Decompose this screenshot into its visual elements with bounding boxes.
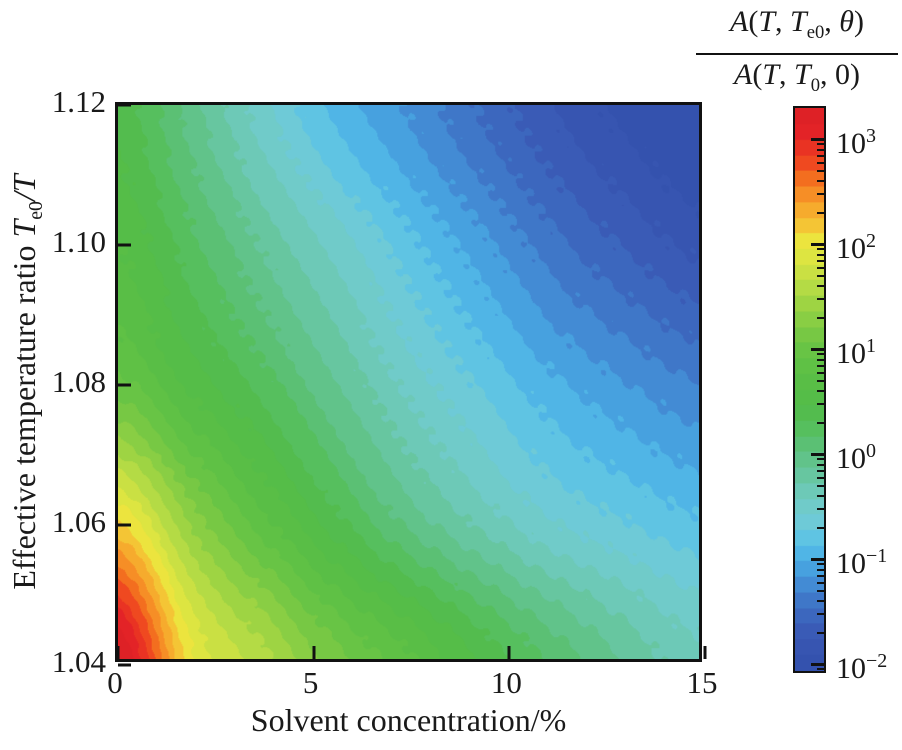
- fraction-bar: [696, 53, 898, 55]
- colorbar-tick-label: 101: [836, 334, 876, 370]
- colorbar-minor-tick: [817, 613, 824, 616]
- colorbar-minor-tick: [817, 285, 824, 288]
- x-axis-tick-label: 5: [302, 665, 319, 700]
- colorbar-major-tick: [811, 348, 824, 351]
- colorbar-tick-label: 10−1: [836, 544, 888, 580]
- colorbar-minor-tick: [817, 600, 824, 603]
- colorbar-tick-label: 10−2: [836, 649, 888, 685]
- colorbar-minor-tick: [817, 253, 824, 256]
- colorbar-title-numerator: A(T, Te0, θ): [729, 5, 864, 43]
- colorbar-minor-tick: [817, 358, 824, 361]
- colorbar-major-tick: [811, 243, 824, 246]
- y-axis-tick-label: 1.08: [51, 364, 106, 399]
- colorbar-minor-tick: [817, 170, 824, 173]
- colorbar-gradient-canvas: [795, 108, 824, 671]
- colorbar-minor-tick: [817, 568, 824, 571]
- colorbar-minor-tick: [817, 353, 824, 356]
- colorbar-minor-tick: [817, 590, 824, 593]
- colorbar-minor-tick: [817, 248, 824, 251]
- colorbar-minor-tick: [817, 458, 824, 461]
- colorbar: [793, 106, 826, 673]
- colorbar-minor-tick: [817, 211, 824, 214]
- colorbar-tick-label: 102: [836, 229, 876, 265]
- contour-heatmap-canvas: [118, 105, 699, 659]
- colorbar-minor-tick: [817, 380, 824, 383]
- colorbar-major-tick: [811, 138, 824, 141]
- colorbar-minor-tick: [817, 485, 824, 488]
- colorbar-minor-tick: [817, 266, 824, 269]
- colorbar-minor-tick: [817, 469, 824, 472]
- y-axis-tick: [118, 243, 131, 247]
- colorbar-minor-tick: [817, 574, 824, 577]
- colorbar-major-tick: [811, 663, 824, 666]
- y-axis-tick-label: 1.04: [51, 644, 106, 679]
- x-axis-tick-label: 10: [490, 665, 522, 700]
- colorbar-minor-tick: [817, 508, 824, 511]
- colorbar-title-denominator: A(T, T0, 0): [734, 58, 860, 96]
- colorbar-minor-tick: [817, 390, 824, 393]
- x-axis-label: Solvent concentration/%: [250, 702, 567, 738]
- colorbar-minor-tick: [817, 193, 824, 196]
- colorbar-tick-label: 103: [836, 124, 876, 160]
- contour-plot-area: [115, 102, 707, 667]
- colorbar-minor-tick: [817, 148, 824, 151]
- y-axis-tick: [118, 103, 131, 107]
- colorbar-minor-tick: [817, 180, 824, 183]
- x-axis-tick-label: 15: [686, 665, 718, 700]
- colorbar-minor-tick: [817, 259, 824, 262]
- colorbar-minor-tick: [817, 526, 824, 529]
- colorbar-title: A(T, Te0, θ) A(T, T0, 0): [694, 4, 900, 104]
- colorbar-minor-tick: [817, 161, 824, 164]
- x-axis-tick: [116, 646, 120, 659]
- colorbar-minor-tick: [817, 421, 824, 424]
- x-axis-tick-label: 0: [107, 665, 123, 700]
- colorbar-minor-tick: [817, 463, 824, 466]
- colorbar-minor-tick: [817, 581, 824, 584]
- colorbar-minor-tick: [817, 143, 824, 146]
- colorbar-minor-tick: [817, 298, 824, 301]
- colorbar-minor-tick: [817, 631, 824, 634]
- colorbar-tick-label: 100: [836, 439, 876, 475]
- colorbar-minor-tick: [817, 563, 824, 566]
- y-axis-tick-label: 1.12: [51, 84, 106, 119]
- colorbar-major-tick: [811, 558, 824, 561]
- colorbar-minor-tick: [817, 316, 824, 319]
- y-axis-tick: [118, 663, 131, 667]
- y-axis-tick-label: 1.06: [51, 504, 106, 539]
- colorbar-minor-tick: [817, 668, 824, 671]
- colorbar-minor-tick: [817, 403, 824, 406]
- colorbar-minor-tick: [817, 154, 824, 157]
- colorbar-minor-tick: [817, 495, 824, 498]
- y-axis-tick: [118, 523, 131, 527]
- x-axis-tick: [703, 646, 707, 659]
- colorbar-major-tick: [811, 453, 824, 456]
- x-axis-tick: [312, 646, 316, 659]
- colorbar-minor-tick: [817, 275, 824, 278]
- colorbar-minor-tick: [817, 364, 824, 367]
- colorbar-minor-tick: [817, 476, 824, 479]
- colorbar-minor-tick: [817, 371, 824, 374]
- y-axis-tick: [118, 383, 131, 387]
- y-axis-tick-label: 1.10: [51, 224, 106, 259]
- x-axis-tick: [507, 646, 511, 659]
